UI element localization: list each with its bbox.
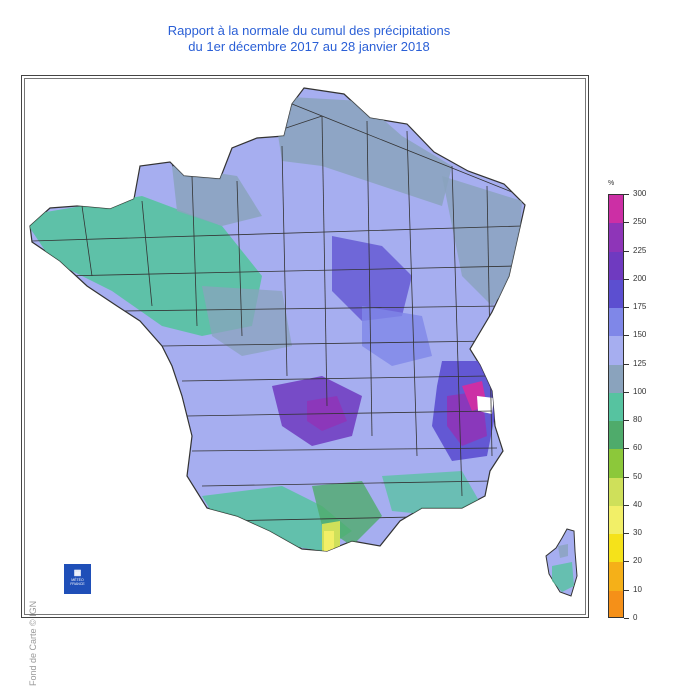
legend-swatch	[609, 251, 623, 281]
legend-tick	[624, 307, 629, 309]
legend-swatch	[609, 590, 623, 617]
map-title-line1: Rapport à la normale du cumul des précip…	[167, 23, 451, 38]
legend-tick	[624, 504, 629, 506]
legend-label: 150	[633, 330, 647, 340]
legend-swatch	[609, 477, 623, 507]
legend-tick	[624, 533, 629, 535]
legend-swatch	[609, 336, 623, 366]
meteo-france-logo: ▦ MÉTÉO FRANCE	[64, 564, 91, 594]
legend-swatch	[609, 505, 623, 536]
legend-swatch	[609, 308, 623, 338]
legend-swatch	[609, 279, 623, 310]
legend-label: 60	[633, 443, 642, 453]
legend: % 300 250 225 200 175 150 125 100 80 60 50 40 30 20 10…	[606, 180, 666, 622]
legend-swatch	[609, 223, 623, 253]
france-map	[29, 87, 578, 597]
map-title: Rapport à la normale du cumul des précip…	[0, 23, 618, 55]
legend-tick	[624, 391, 629, 393]
legend-tick	[624, 420, 629, 422]
legend-label: 175	[633, 302, 647, 312]
legend-label: 300	[633, 189, 647, 198]
legend-label: 80	[633, 415, 642, 425]
legend-label: 0	[633, 613, 638, 622]
legend-tick	[624, 363, 629, 365]
legend-swatch	[609, 195, 623, 225]
legend-label: 200	[633, 273, 647, 283]
legend-tick	[624, 476, 629, 478]
legend-tick	[624, 222, 629, 224]
legend-label: 20	[633, 556, 642, 566]
legend-label: 10	[633, 584, 642, 594]
legend-label: 50	[633, 471, 642, 481]
legend-label: 125	[633, 358, 647, 368]
legend-tick	[624, 278, 629, 280]
legend-tick	[624, 335, 629, 337]
legend-color-bar	[608, 194, 624, 618]
legend-swatch	[609, 364, 623, 394]
legend-label: 100	[633, 386, 647, 396]
legend-swatch	[609, 562, 623, 592]
legend-label: 30	[633, 528, 642, 538]
legend-tick	[624, 561, 629, 563]
legend-label: 40	[633, 499, 642, 509]
map-title-line2: du 1er décembre 2017 au 28 janvier 2018	[188, 39, 430, 54]
legend-tick	[624, 448, 629, 450]
map-frame: Fond de Carte © IGN ▦ MÉTÉO FRANCE	[21, 75, 589, 686]
map-credit: Fond de Carte © IGN	[28, 600, 38, 686]
legend-tick	[624, 250, 629, 252]
legend-label: 225	[633, 245, 647, 255]
precipitation-field	[30, 96, 522, 551]
legend-label: 250	[633, 217, 647, 227]
meteo-france-logo-text: MÉTÉO FRANCE	[70, 578, 85, 586]
legend-swatch	[609, 449, 623, 479]
legend-swatch	[609, 534, 623, 564]
legend-swatch	[609, 392, 623, 423]
meteo-france-logo-icon: ▦	[73, 568, 82, 577]
legend-swatch	[609, 421, 623, 451]
legend-tick	[624, 589, 629, 591]
legend-tick	[624, 194, 629, 195]
legend-tick	[624, 618, 629, 619]
legend-unit: %	[608, 180, 615, 187]
